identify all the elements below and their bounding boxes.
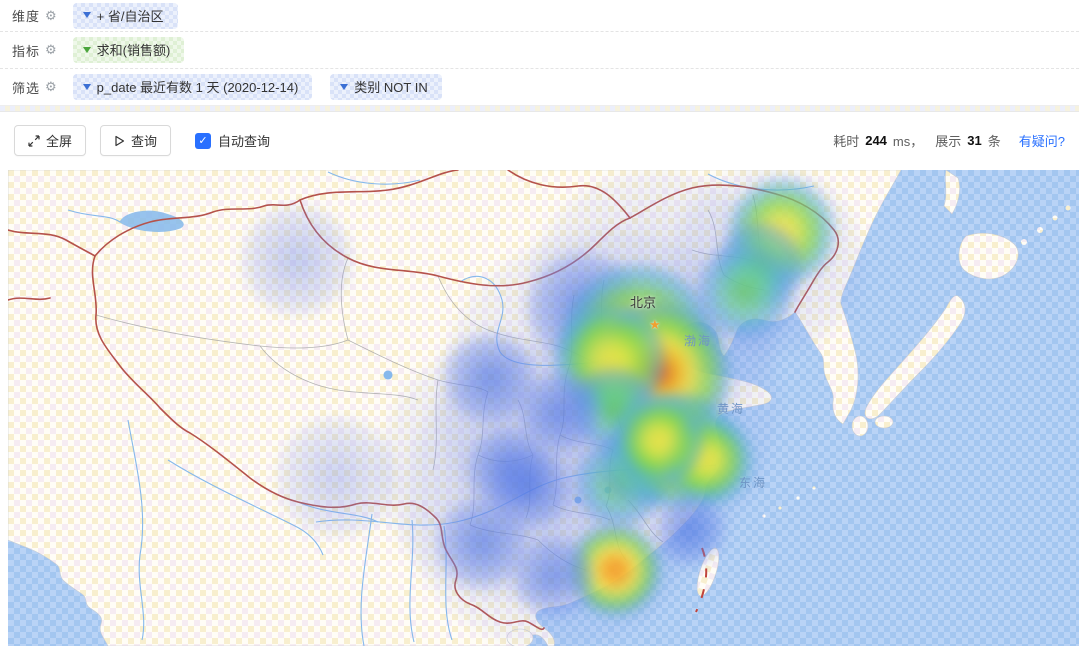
filter-row: 筛选 ⚙ p_date 最近有数 1 天 (2020-12-14) 类别 NOT… — [0, 69, 1079, 105]
play-icon — [115, 135, 125, 146]
fullscreen-button[interactable]: 全屏 — [14, 125, 87, 156]
metric-gear-icon[interactable]: ⚙ — [45, 42, 57, 57]
elapsed-value: 244 — [865, 133, 887, 148]
caret-down-icon — [82, 46, 91, 53]
dimension-pill[interactable]: + 省/自治区 — [72, 2, 178, 29]
shown-prefix: 展示 — [935, 134, 962, 149]
china-basemap — [8, 170, 1071, 646]
filter-pill-category-label: 类别 NOT IN — [354, 80, 428, 95]
query-stats: 耗时 244 ms， 展示 31 条 有疑问? — [833, 131, 1065, 150]
filter-gear-icon[interactable]: ⚙ — [45, 79, 57, 94]
caret-down-icon — [82, 83, 91, 90]
query-button-label: 查询 — [131, 134, 158, 149]
metric-pill-label: 求和(销售额) — [96, 43, 171, 58]
metric-label: 指标 — [12, 43, 41, 59]
hainan-island — [506, 628, 534, 646]
dimension-gear-icon[interactable]: ⚙ — [45, 7, 57, 23]
filter-pill-pdate-label: p_date 最近有数 1 天 (2020-12-14) — [96, 80, 299, 95]
map-canvas[interactable]: 北京 ★ 渤海 黄海 东海 — [8, 170, 1079, 646]
query-toolbar: 全屏 查询 ✓ 自动查询 耗时 244 ms， 展示 31 条 有疑问? — [0, 112, 1079, 169]
dimension-label: 维度 — [12, 9, 41, 24]
metric-pill[interactable]: 求和(销售额) — [72, 37, 185, 63]
auto-query-toggle[interactable]: ✓ 自动查询 — [195, 131, 270, 150]
caret-down-icon — [340, 83, 349, 90]
filter-pill-category[interactable]: 类别 NOT IN — [330, 74, 442, 100]
filter-label: 筛选 — [12, 80, 41, 96]
dimension-pill-label: + 省/自治区 — [96, 8, 164, 24]
auto-query-label: 自动查询 — [218, 134, 271, 149]
expand-arrows-icon — [28, 134, 40, 147]
filter-pill-pdate[interactable]: p_date 最近有数 1 天 (2020-12-14) — [72, 74, 313, 100]
checkbox-checked-icon[interactable]: ✓ — [195, 132, 212, 149]
elapsed-prefix: 耗时 — [833, 134, 860, 149]
fullscreen-button-label: 全屏 — [46, 134, 73, 149]
dimension-row: 维度 ⚙ + 省/自治区 — [0, 0, 1079, 32]
caret-down-icon — [82, 12, 91, 18]
query-button[interactable]: 查询 — [100, 125, 172, 156]
elapsed-unit: ms， — [892, 134, 924, 149]
shown-value: 31 — [967, 133, 982, 148]
taiwan-island — [696, 547, 720, 597]
shown-unit: 条 — [987, 134, 1001, 149]
metric-row: 指标 ⚙ 求和(销售额) — [0, 32, 1079, 69]
section-splitter[interactable] — [0, 105, 1079, 112]
doubt-link[interactable]: 有疑问? — [1018, 134, 1065, 149]
landmass — [8, 170, 1071, 646]
